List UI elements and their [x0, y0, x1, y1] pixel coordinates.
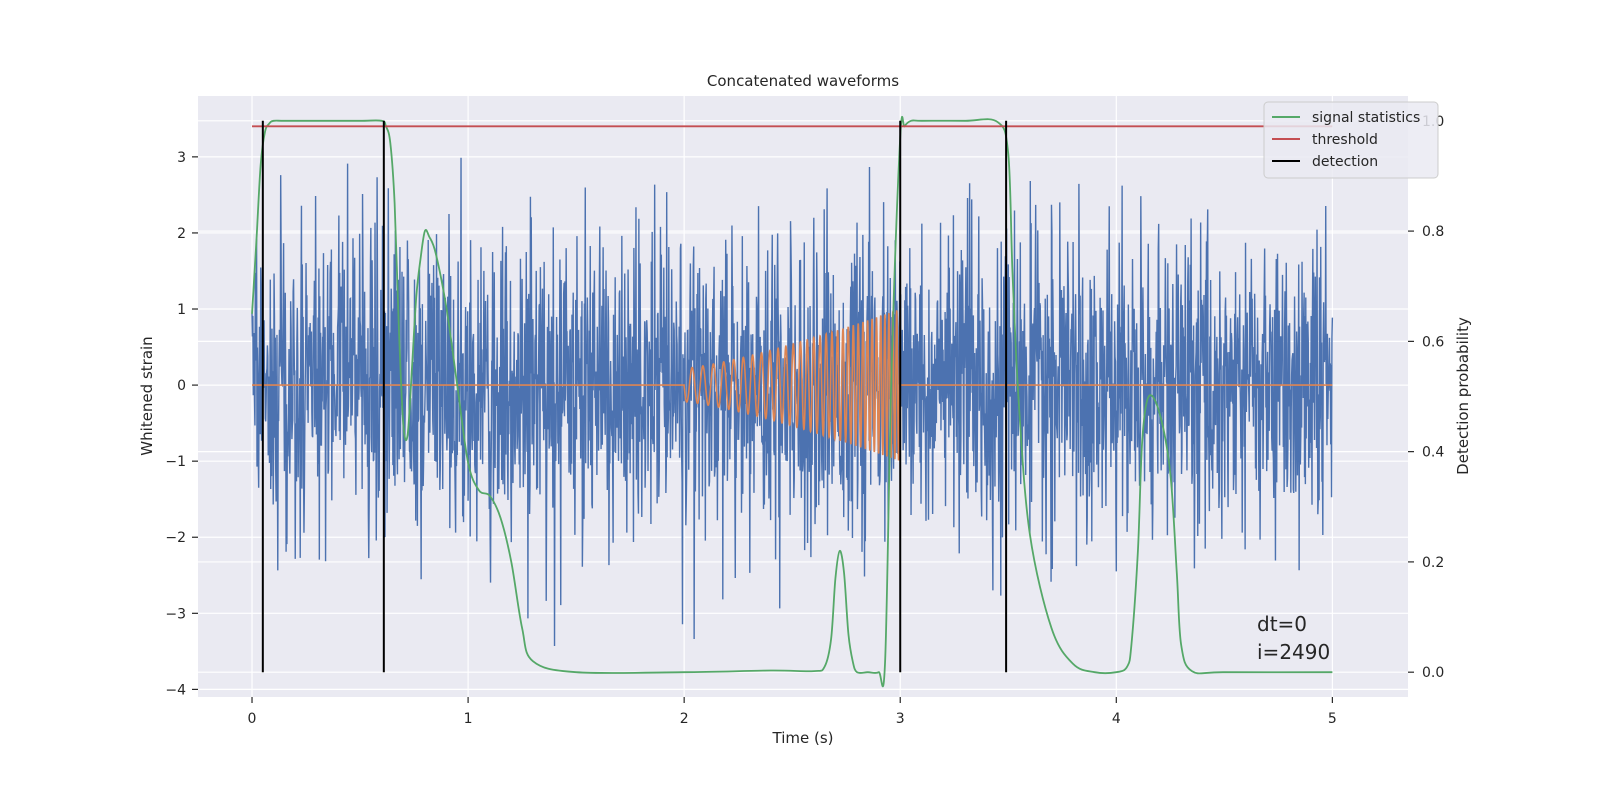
y-tick-label: 1 [177, 302, 186, 318]
y2-tick-label: 0.6 [1422, 334, 1444, 350]
x-tick-label: 2 [680, 711, 689, 727]
y-axis-title: Whitened strain [138, 336, 156, 455]
chart-title: Concatenated waveforms [707, 72, 899, 90]
legend-box [1263, 101, 1439, 179]
x-tick-label: 1 [464, 711, 473, 727]
x-tick-label: 5 [1328, 711, 1337, 727]
y-tick-label: −4 [165, 682, 186, 698]
annotation-text: dt=0 [1257, 612, 1307, 636]
y-tick-label: 3 [177, 150, 186, 166]
y2-tick-label: 0.4 [1422, 445, 1444, 461]
y-tick-label: −3 [165, 606, 186, 622]
y-tick-label: 2 [177, 226, 186, 242]
y-tick-label: 0 [177, 378, 186, 394]
legend-label: detection [1312, 154, 1378, 170]
y2-tick-label: 0.2 [1422, 555, 1444, 571]
y-tick-label: −1 [165, 454, 186, 470]
x-tick-label: 3 [896, 711, 905, 727]
y2-axis-title: Detection probability [1454, 317, 1472, 475]
injected-chirp-series [252, 310, 1333, 461]
strain-noise-series [251, 157, 1334, 647]
y2-tick-label: 0.0 [1422, 665, 1444, 681]
legend: signal statistics threshold detection [1263, 101, 1439, 179]
plot-content [251, 116, 1334, 688]
annotation-text: i=2490 [1257, 640, 1330, 664]
signal-statistics-series [251, 116, 1333, 688]
x-axis-title: Time (s) [772, 729, 834, 747]
x-tick-label: 4 [1112, 711, 1121, 727]
y2-tick-label: 0.8 [1422, 224, 1444, 240]
legend-label: threshold [1312, 132, 1378, 148]
x-tick-label: 0 [248, 711, 257, 727]
y-tick-label: −2 [165, 530, 186, 546]
annotations: dt=0 i=2490 [1257, 612, 1330, 664]
legend-label: signal statistics [1312, 110, 1420, 126]
